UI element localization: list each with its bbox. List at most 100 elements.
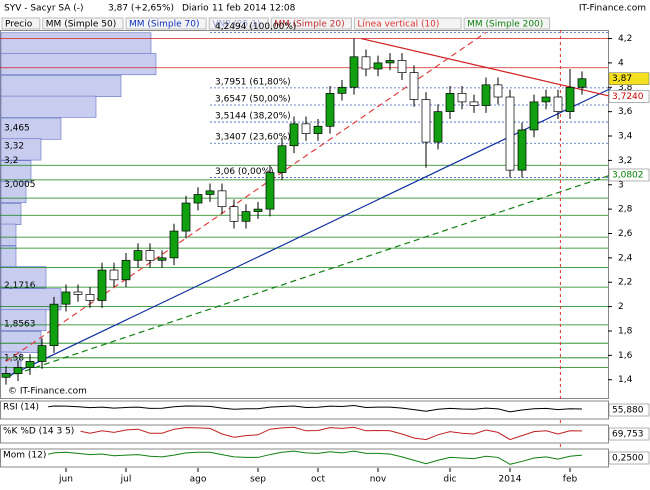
candle-body xyxy=(1,373,11,378)
price-tag-label: 3,87 xyxy=(612,74,632,84)
indicator-line xyxy=(5,426,583,441)
price-tag xyxy=(608,72,650,85)
indicator-tag xyxy=(608,451,650,465)
candle-body xyxy=(529,101,539,131)
candle-body xyxy=(133,250,143,261)
x-tick-label: dic xyxy=(443,475,456,485)
volume-profile-label: 3,0005 xyxy=(4,180,36,190)
price-tag xyxy=(608,90,650,103)
candle-body xyxy=(301,123,311,134)
candle-body xyxy=(49,303,59,346)
candle-body xyxy=(289,123,299,147)
volume-profile-bar xyxy=(0,138,42,161)
fibonacci-label: 3,7951 (61,80%) xyxy=(215,77,291,87)
title: SYV - Sacyr SA (-) xyxy=(4,4,84,14)
x-tick-label: jun xyxy=(58,475,73,485)
volume-profile-bar xyxy=(0,203,22,225)
x-tick-label: feb xyxy=(563,475,578,485)
volume-profile-label: 1,58 xyxy=(4,353,24,363)
volume-profile-bar xyxy=(0,309,47,331)
legend-entry: MM (Simple 70) xyxy=(129,20,199,30)
candle-body xyxy=(373,62,383,70)
indicator-name: RSI (14) xyxy=(3,403,39,413)
volume-profile-label: 3,465 xyxy=(4,124,30,134)
candle-body xyxy=(517,129,527,171)
volume-profile-bar xyxy=(0,245,17,268)
y-tick-label: 4,2 xyxy=(618,34,632,44)
legend-entry: Línea vertical (10) xyxy=(357,20,439,30)
trend-line xyxy=(361,37,609,97)
y-tick-label: 1,8 xyxy=(618,326,633,336)
legend-box xyxy=(208,17,269,30)
legend-box xyxy=(1,17,41,30)
legend-entry: Precio xyxy=(5,20,33,30)
legend-box xyxy=(463,17,551,30)
candle-body xyxy=(217,190,227,208)
volume-profile-bar xyxy=(0,266,47,289)
candle-body xyxy=(109,269,119,281)
candle-body xyxy=(265,172,275,210)
legend-box xyxy=(42,17,124,30)
candle-body xyxy=(13,367,23,374)
y-tick-label: 3,8 xyxy=(618,83,633,93)
legend-box xyxy=(353,17,462,30)
indicator-line xyxy=(5,450,583,465)
candle-body xyxy=(421,99,431,143)
footer: © IT-Finance.com xyxy=(8,387,87,397)
indicator-value: 69,753 xyxy=(612,430,644,440)
candle-body xyxy=(253,208,263,212)
volume-profile-label: 3,2 xyxy=(4,156,18,166)
indicator-line xyxy=(5,405,583,413)
date: 11 feb 2014 12:08 xyxy=(212,4,296,14)
y-tick-label: 1,4 xyxy=(618,375,633,385)
fibonacci-label: 3,3407 (23,60%) xyxy=(215,133,291,143)
candle-body xyxy=(505,96,515,171)
candle-body xyxy=(577,78,587,88)
candle-body xyxy=(445,93,455,112)
volume-profile-label: 3,32 xyxy=(4,141,24,151)
x-tick-label: sep xyxy=(250,475,266,485)
legend-entry: MM (Simple 20) xyxy=(274,20,344,30)
candle-body xyxy=(145,250,155,261)
indicator-panel xyxy=(0,448,609,468)
indicator-name: Mom (12) xyxy=(3,451,46,461)
candle-body xyxy=(349,56,359,88)
candle-body xyxy=(121,259,131,281)
indicator-tag xyxy=(608,427,650,441)
indicator-panel xyxy=(0,400,609,420)
x-tick-label: jul xyxy=(120,475,132,485)
candle-body xyxy=(37,345,47,362)
indicator-value: 0,2500 xyxy=(612,454,644,464)
legend-entry: MM (Simple 200) xyxy=(467,20,543,30)
candle-body xyxy=(241,211,251,222)
indicator-tag xyxy=(608,403,650,417)
x-tick-label: oct xyxy=(311,475,325,485)
x-tick-label: 2014 xyxy=(499,475,522,485)
candle-body xyxy=(325,93,335,127)
candle-body xyxy=(565,86,575,112)
legend-box xyxy=(270,17,352,30)
candle-body xyxy=(433,111,443,143)
y-tick-label: 2 xyxy=(618,302,624,312)
y-tick-label: 2,8 xyxy=(618,205,633,215)
y-tick-label: 1,6 xyxy=(618,351,633,361)
y-tick-label: 3,4 xyxy=(618,132,633,142)
candle-body xyxy=(385,60,395,64)
trend-line xyxy=(5,31,487,362)
candle-body xyxy=(457,93,467,103)
candle-body xyxy=(157,257,167,261)
period: Diario xyxy=(182,4,209,14)
volume-profile-bar xyxy=(0,223,17,246)
legend-entry: MM (Simple 50) xyxy=(46,20,116,30)
candle-body xyxy=(313,125,323,134)
fibonacci-label: 3,5144 (38,20%) xyxy=(215,112,291,122)
candle-body xyxy=(397,60,407,73)
candle-body xyxy=(337,86,347,94)
y-tick-label: 3,6 xyxy=(618,107,633,117)
fibonacci-label: 4,2494 (100,00%) xyxy=(215,22,296,32)
volume-profile-bar xyxy=(0,95,97,118)
y-tick-label: 4 xyxy=(618,58,624,68)
price-change: 3,87 (+2,65%) xyxy=(108,4,174,14)
legend-box xyxy=(125,17,207,30)
candle-body xyxy=(181,202,191,232)
